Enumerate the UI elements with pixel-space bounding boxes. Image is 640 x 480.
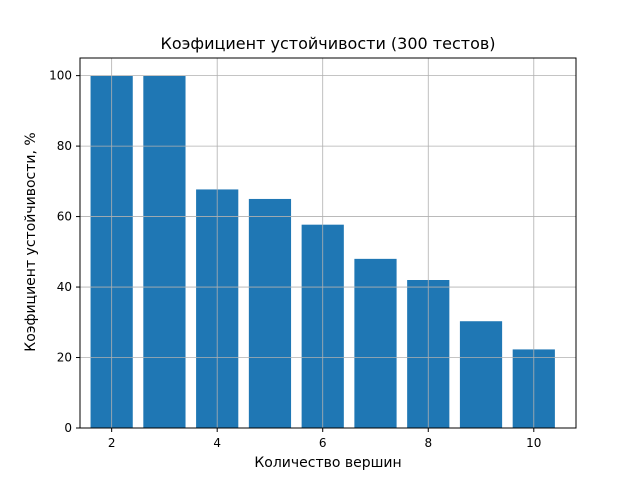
x-tick-label-10: 10 bbox=[526, 436, 541, 450]
y-tick-label-80: 80 bbox=[57, 139, 72, 153]
x-tick-label-6: 6 bbox=[319, 436, 327, 450]
bar-3 bbox=[143, 75, 186, 429]
y-tick-label-20: 20 bbox=[57, 351, 72, 365]
bar-9 bbox=[459, 321, 503, 428]
bar-5 bbox=[248, 198, 292, 428]
x-axis-label: Количество вершин bbox=[254, 455, 401, 471]
y-tick-label-100: 100 bbox=[49, 69, 72, 83]
chart-title: Коэфициент устойчивости (300 тестов) bbox=[160, 34, 495, 53]
x-tick-label-8: 8 bbox=[424, 436, 432, 450]
y-tick-label-60: 60 bbox=[57, 210, 72, 224]
y-tick-label-40: 40 bbox=[57, 280, 72, 294]
grid-lines bbox=[80, 58, 576, 429]
y-tick-label-0: 0 bbox=[64, 421, 72, 435]
x-tick-label-4: 4 bbox=[213, 436, 221, 450]
y-axis-label: Коэфициент устойчивости, % bbox=[23, 132, 39, 351]
bar-7 bbox=[354, 258, 397, 428]
x-tick-label-2: 2 bbox=[108, 436, 116, 450]
plot-frame bbox=[79, 57, 577, 429]
